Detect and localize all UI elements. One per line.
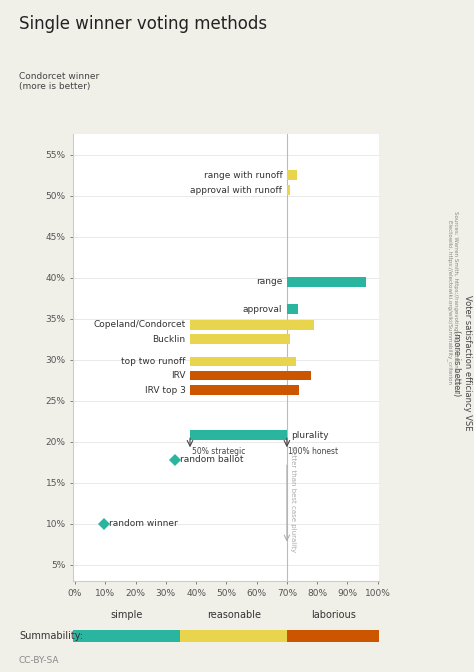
Bar [287, 185, 290, 195]
Text: IRV top 3: IRV top 3 [145, 386, 185, 394]
Bar [190, 357, 296, 366]
Text: range: range [256, 278, 283, 286]
Text: simple: simple [111, 610, 143, 620]
Text: random ballot: random ballot [180, 456, 244, 464]
Text: 50% strategic: 50% strategic [191, 447, 245, 456]
Bar [190, 370, 311, 380]
Text: Single winner voting methods: Single winner voting methods [19, 15, 267, 33]
Text: reasonable: reasonable [207, 610, 261, 620]
Bar [190, 335, 290, 344]
Text: approval: approval [243, 304, 283, 314]
Bar [287, 171, 298, 180]
Bar [73, 630, 181, 642]
Text: Voter satisfaction efficiancy VSE
(more is better): Voter satisfaction efficiancy VSE (more … [453, 295, 472, 431]
Bar [190, 385, 299, 395]
Text: approval with runoff: approval with runoff [191, 185, 283, 195]
Text: range with runoff: range with runoff [204, 171, 283, 180]
Bar [190, 320, 314, 329]
Bar [287, 277, 365, 287]
Bar [287, 630, 379, 642]
Text: Copeland/Condorcet: Copeland/Condorcet [93, 320, 185, 329]
Text: IRV: IRV [171, 371, 185, 380]
Text: Condorcet winner
(more is better): Condorcet winner (more is better) [19, 72, 99, 91]
Text: Sources: Warren Smith, https://rangevoting.org/StratHonMax.html
Electowiki, http: Sources: Warren Smith, https://rangevoti… [447, 211, 458, 394]
Bar [190, 430, 287, 440]
Bar [287, 304, 298, 314]
Text: CC-BY-SA: CC-BY-SA [19, 657, 59, 665]
Text: Summability:: Summability: [19, 631, 83, 640]
Text: plurality: plurality [292, 431, 329, 440]
Text: better than best case plurality: better than best case plurality [290, 446, 296, 552]
Bar [181, 630, 287, 642]
Text: Bucklin: Bucklin [152, 335, 185, 344]
Text: top two runoff: top two runoff [121, 357, 185, 366]
Text: laborious: laborious [311, 610, 356, 620]
Text: 100% honest: 100% honest [288, 447, 338, 456]
Text: random winner: random winner [109, 519, 178, 528]
